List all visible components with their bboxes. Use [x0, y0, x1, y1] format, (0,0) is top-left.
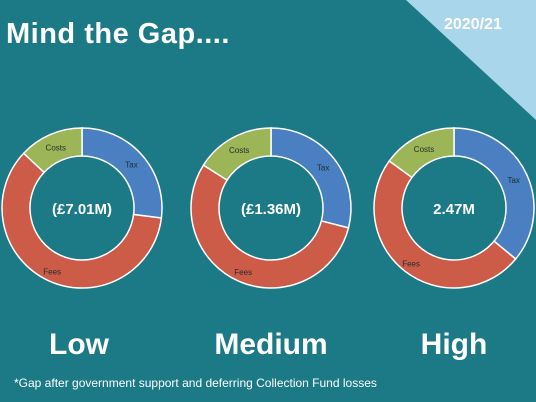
center-value-medium: (£1.36M)	[241, 201, 301, 218]
slice-label-tax-medium: Tax	[317, 164, 329, 173]
slice-costs-high	[388, 127, 455, 179]
center-value-high: 2.47M	[433, 201, 475, 218]
scenario-label-low: Low	[49, 328, 109, 361]
slice-costs-low	[22, 127, 83, 174]
slice-fees-medium	[190, 164, 350, 289]
slice-label-fees-medium: Fees	[234, 268, 252, 277]
slice-costs-medium	[202, 127, 272, 182]
slice-fees-low	[1, 152, 163, 289]
slice-label-fees-low: Fees	[43, 267, 61, 276]
slide-title: Mind the Gap....	[6, 18, 230, 50]
donut-chart-low: Tax Fees Costs (£7.01M)	[1, 127, 163, 289]
slice-label-tax-low: Tax	[125, 160, 137, 169]
slice-fees-high	[373, 159, 517, 289]
year-label: 2020/21	[444, 16, 502, 33]
slice-tax-high	[453, 127, 535, 261]
slice-label-fees-high: Fees	[402, 259, 420, 268]
slice-label-costs-low: Costs	[46, 143, 66, 152]
scenario-label-high: High	[420, 328, 488, 361]
scenario-label-medium: Medium	[214, 328, 328, 361]
slice-label-tax-high: Tax	[507, 176, 519, 185]
footnote: *Gap after government support and deferr…	[14, 376, 377, 390]
donut-chart-high: Tax Fees Costs 2.47M	[373, 127, 535, 289]
donut-chart-medium: Tax Fees Costs (£1.36M)	[190, 127, 352, 289]
slice-label-costs-medium: Costs	[229, 146, 249, 155]
center-value-low: (£7.01M)	[52, 201, 112, 218]
corner-accent	[406, 0, 536, 120]
slice-label-costs-high: Costs	[414, 145, 434, 154]
